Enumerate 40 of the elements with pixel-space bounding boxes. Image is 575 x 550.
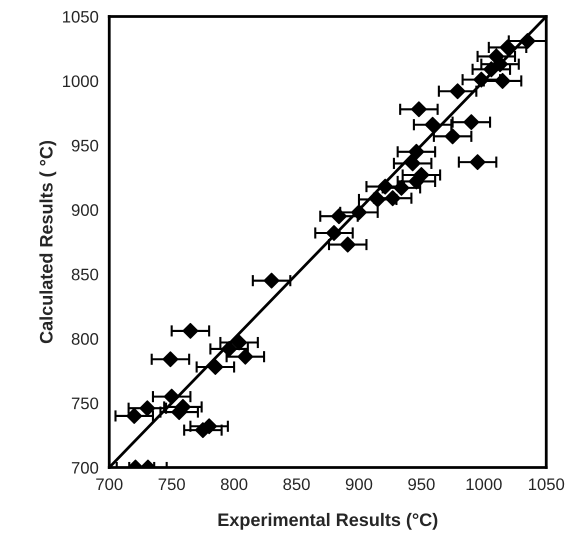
x-tick-label: 1050 xyxy=(528,478,564,490)
x-tick-label: 900 xyxy=(346,478,372,490)
point xyxy=(463,114,480,130)
point xyxy=(331,208,347,224)
point xyxy=(126,408,142,424)
point xyxy=(450,83,466,100)
y-tick-label: 900 xyxy=(72,204,98,216)
point xyxy=(340,236,356,253)
point xyxy=(470,154,486,170)
point xyxy=(384,190,401,206)
y-tick-label: 700 xyxy=(72,462,98,474)
point xyxy=(404,155,421,172)
point xyxy=(231,334,248,350)
y-tick-label: 850 xyxy=(72,268,98,280)
point xyxy=(162,351,178,368)
x-tick-label: 1000 xyxy=(466,478,502,490)
y-tick-label: 1050 xyxy=(63,10,98,23)
y-tick-label: 800 xyxy=(72,333,98,345)
point xyxy=(264,272,280,289)
point xyxy=(207,359,224,375)
x-tick-label: 800 xyxy=(220,478,248,490)
y-tick-label: 1000 xyxy=(63,75,98,88)
point xyxy=(494,72,511,89)
point xyxy=(139,400,156,416)
point xyxy=(444,128,461,144)
point xyxy=(182,322,198,339)
point xyxy=(488,48,504,64)
x-tick-label: 700 xyxy=(96,478,123,490)
y-axis-title: Calculated Results ( °C) xyxy=(39,140,56,344)
point xyxy=(370,192,386,208)
y-tick-label: 950 xyxy=(72,140,98,152)
point xyxy=(424,116,441,133)
x-tick-label: 950 xyxy=(408,478,435,490)
point xyxy=(237,348,254,365)
x-tick-label: 750 xyxy=(158,478,185,490)
x-axis-title: Experimental Results (°C) xyxy=(218,512,438,530)
y-tick-label: 750 xyxy=(72,397,98,410)
point xyxy=(410,101,427,118)
x-tick-label: 850 xyxy=(283,478,310,490)
point xyxy=(500,39,516,56)
